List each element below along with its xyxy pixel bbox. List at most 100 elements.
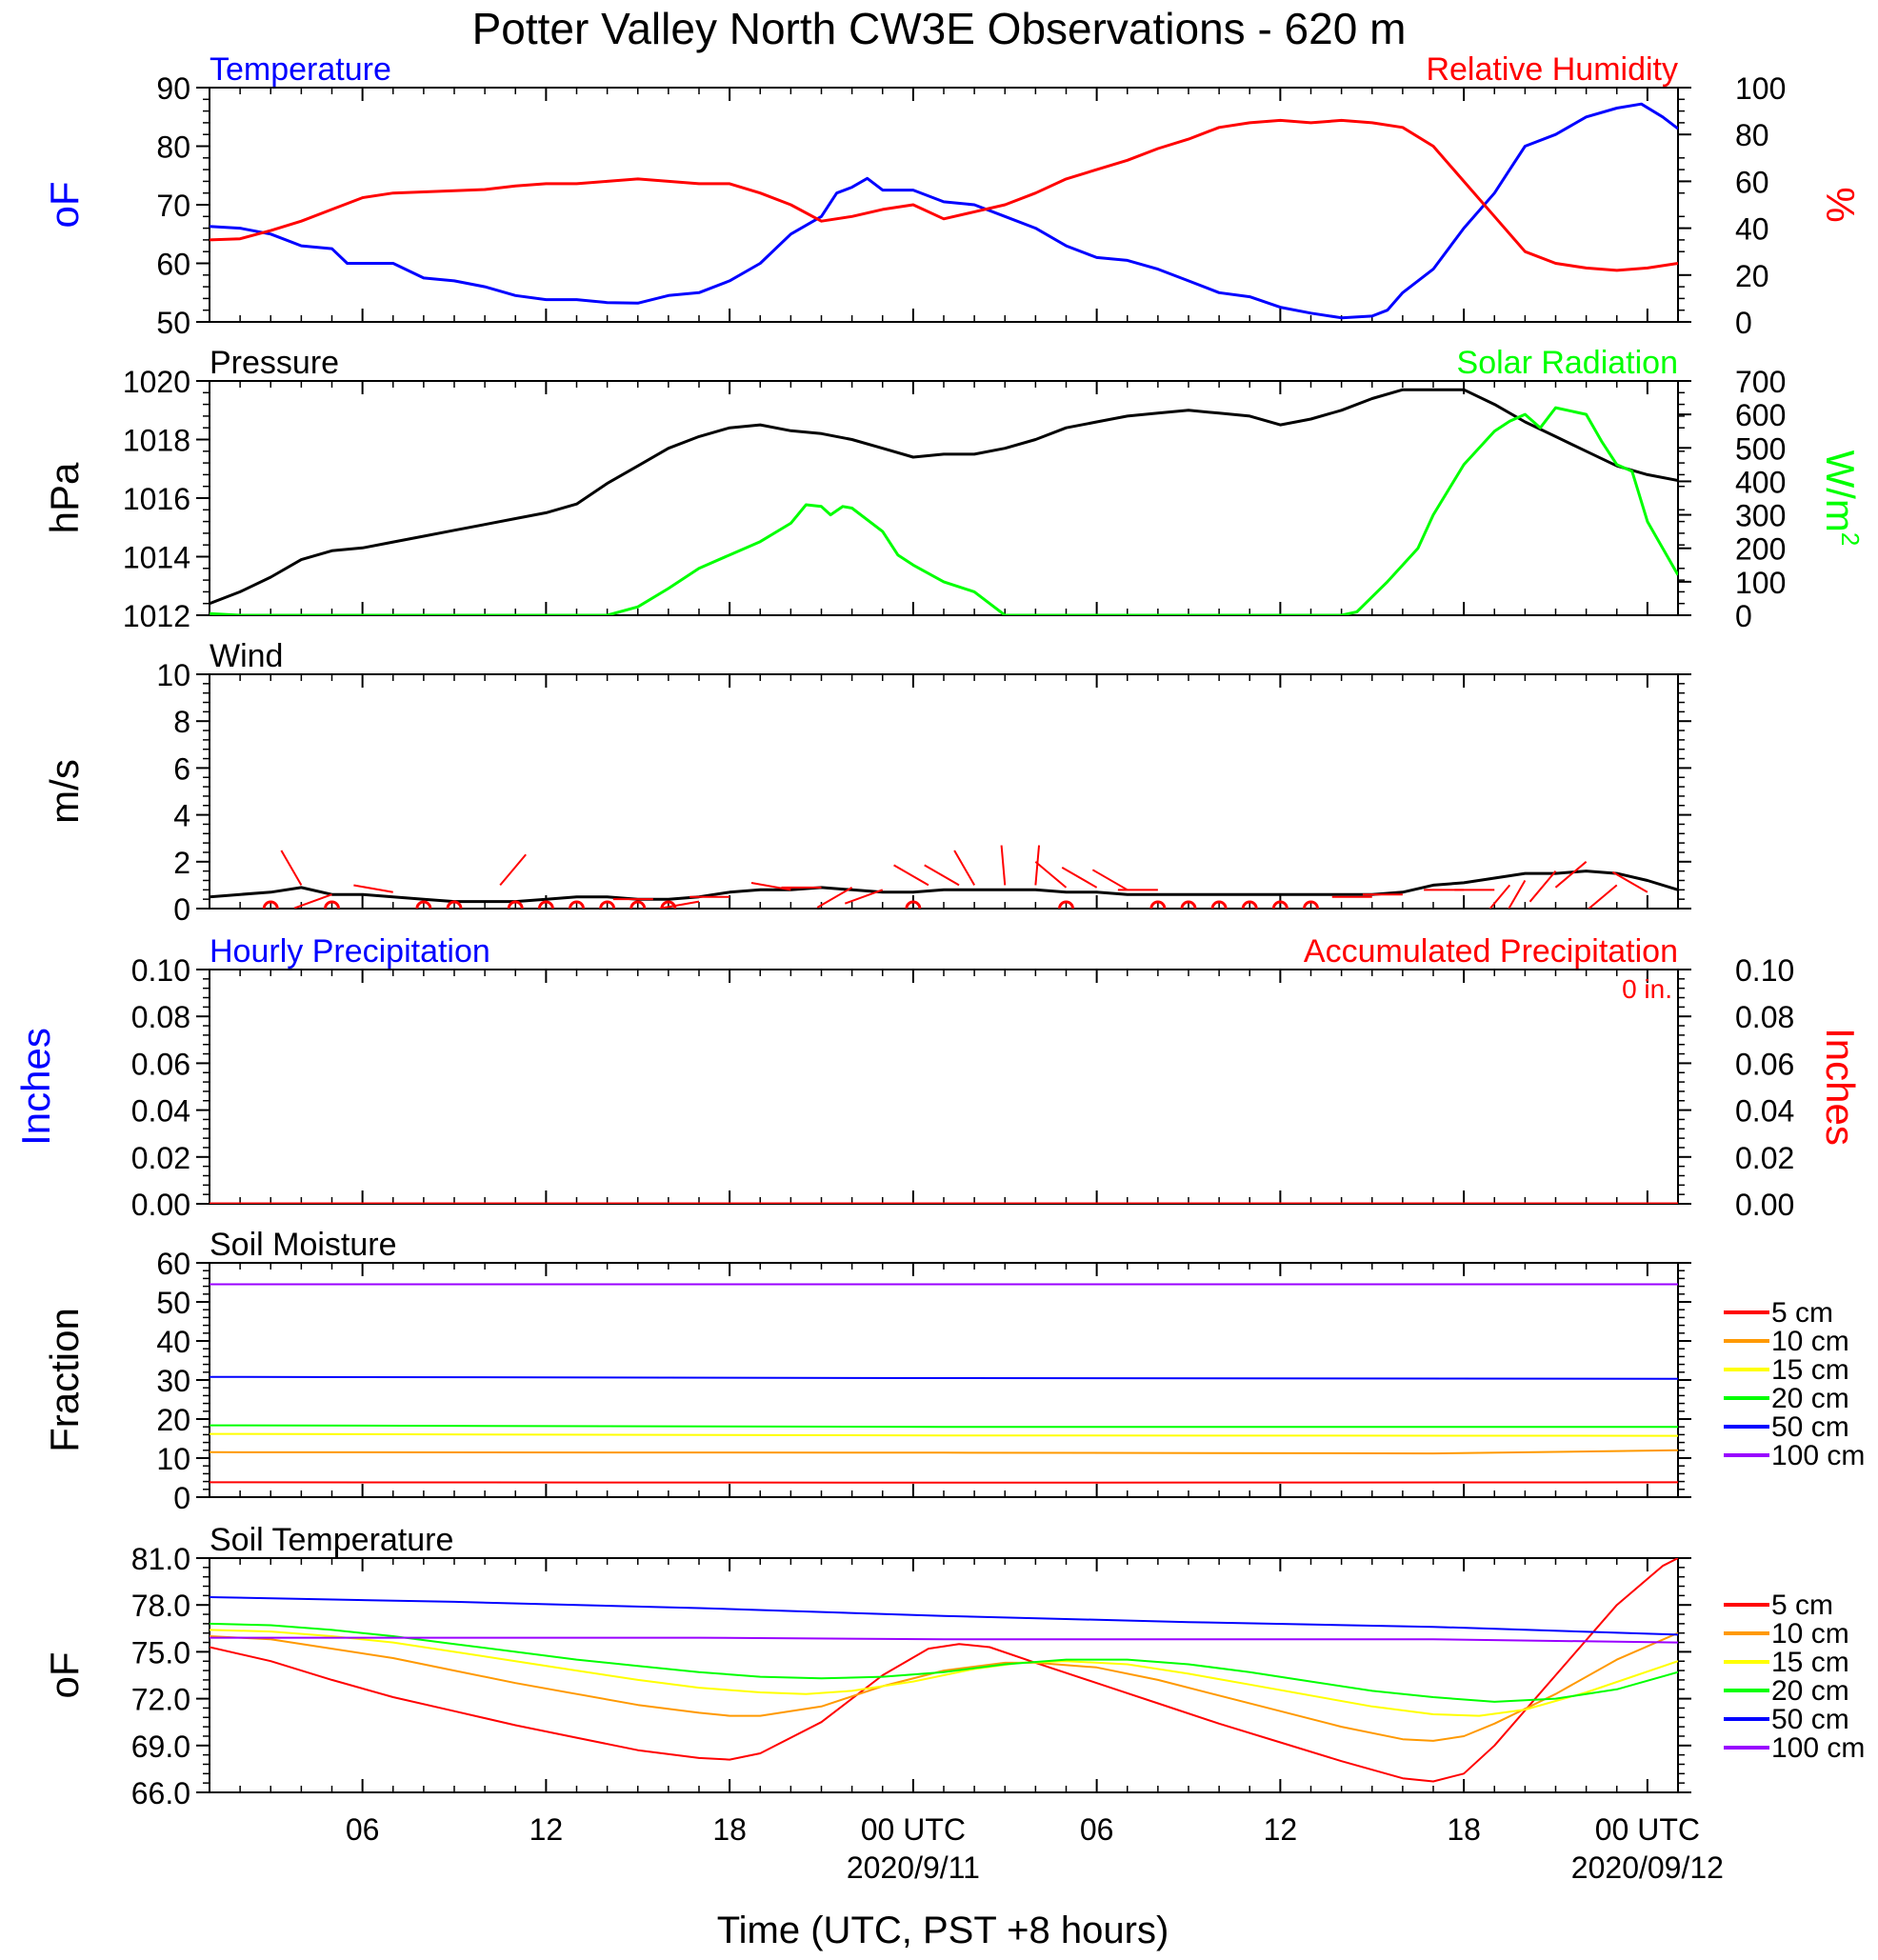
precip-panel: 0.00 0.02 0.04 0.06 0.08 0.10 0.00 0.02 0.04 0.06… [13, 933, 1863, 1222]
y-tick-label: 40 [1735, 212, 1769, 247]
y-axis-label-left: Inches [13, 1028, 58, 1146]
y-axis-label-right: % [1818, 187, 1863, 222]
y-tick-label: 400 [1735, 465, 1786, 499]
calm-wind-marker [1149, 900, 1167, 909]
y-ticks-left: 0 10 20 30 40 50 60 [156, 1247, 1691, 1515]
wind-barb [1488, 884, 1511, 909]
series-group [210, 845, 1678, 909]
series-line-pressure [210, 388, 1678, 606]
y-tick-label: 69.0 [131, 1730, 190, 1764]
y-tick-label: 60 [156, 248, 190, 282]
y-axis-label-left: hPa [42, 462, 87, 533]
figure-title: Potter Valley North CW3E Observations - … [472, 4, 1407, 53]
wind-barb [1612, 870, 1648, 893]
y-tick-label: 100 [1735, 566, 1786, 600]
y-tick-label: 40 [156, 1325, 190, 1359]
legend-label: 10 cm [1771, 1326, 1849, 1357]
y-tick-label: 1012 [123, 599, 190, 633]
calm-wind-marker [446, 900, 463, 909]
wind-barb [953, 850, 975, 886]
y-tick-label: 6 [173, 751, 190, 786]
series-line-temperature [210, 102, 1678, 320]
y-tick-label: 300 [1735, 499, 1786, 533]
legend-label: 15 cm [1771, 1354, 1849, 1386]
y-tick-label: 10 [156, 658, 190, 692]
y-axis-label-left: m/s [42, 759, 87, 824]
x-tick-label: 00 UTC [1595, 1812, 1700, 1847]
wind-panel: 0 2 4 6 8 10 Wind m/s [42, 638, 1691, 927]
wind-barb [659, 900, 700, 909]
y-tick-label: 50 [156, 306, 190, 340]
wind-barb [353, 884, 393, 893]
y-tick-label: 0.08 [1735, 1000, 1794, 1034]
x-ticks [239, 674, 1648, 909]
legend-label: 5 cm [1771, 1297, 1833, 1329]
y-tick-label: 60 [156, 1247, 190, 1281]
y-tick-label: 66.0 [131, 1776, 190, 1810]
y-tick-label: 1016 [123, 482, 190, 516]
series-group [210, 1283, 1678, 1484]
y-tick-label: 75.0 [131, 1635, 190, 1670]
calm-wind-marker [569, 900, 585, 909]
y-tick-label: 78.0 [131, 1589, 190, 1623]
panel-title-left: Hourly Precipitation [210, 933, 490, 970]
calm-wind-marker [1241, 900, 1258, 909]
calm-wind-marker [660, 900, 677, 909]
y-tick-label: 600 [1735, 398, 1786, 432]
y-tick-label: 500 [1735, 431, 1786, 466]
series-line-5-cm [210, 1558, 1678, 1783]
x-tick-label: 00 UTC [861, 1812, 966, 1847]
x-date-label: 2020/09/12 [1571, 1850, 1724, 1885]
y-tick-label: 0.02 [131, 1141, 190, 1175]
legend-label: 5 cm [1771, 1590, 1833, 1621]
y-tick-label: 200 [1735, 532, 1786, 567]
series-line-15-cm [210, 1432, 1678, 1437]
wind-barb [1528, 870, 1557, 903]
y-tick-label: 0.00 [1735, 1188, 1794, 1222]
y-tick-label: 2 [173, 846, 190, 880]
legend-label: 100 cm [1771, 1732, 1865, 1764]
y-tick-label: 0 [173, 892, 190, 927]
series-line-20-cm [210, 1424, 1678, 1429]
y-tick-label: 0.10 [131, 953, 190, 988]
wind-barb [293, 893, 332, 909]
series-group [210, 388, 1678, 615]
panel-title-right: Accumulated Precipitation [1304, 933, 1678, 970]
wind-barb [750, 882, 791, 891]
y-tick-label: 0.10 [1735, 953, 1794, 988]
y-axis-label-left: oF [42, 1651, 87, 1698]
calm-wind-marker [415, 900, 432, 909]
legend-label: 100 cm [1771, 1440, 1865, 1471]
y-axis-label-right: W/m2 [1818, 450, 1865, 547]
series-line-15-cm [210, 1629, 1678, 1717]
calm-wind-marker [629, 900, 647, 909]
series-group [210, 1558, 1678, 1783]
y-axis-label-right-text: % [1818, 187, 1863, 222]
x-tick-label: 06 [346, 1812, 380, 1847]
legend-label: 20 cm [1771, 1383, 1849, 1414]
temp-rh-panel: 50 60 70 80 90 0 20 40 60 80 100 Temperature Relativ… [42, 51, 1863, 340]
y-axis-label-right: Inches [1818, 1028, 1863, 1146]
calm-wind-marker [1303, 900, 1319, 909]
x-axis-label: Time (UTC, PST +8 hours) [717, 1910, 1169, 1951]
y-tick-label: 0.04 [131, 1094, 190, 1129]
accumulated-total: 0 in. [1622, 974, 1672, 1004]
series-line-50-cm [210, 1375, 1678, 1380]
y-axis-label-superscript: 2 [1836, 532, 1865, 546]
y-tick-label: 0.02 [1735, 1141, 1794, 1175]
series-group [210, 102, 1678, 320]
calm-wind-marker [507, 900, 524, 909]
legend-label: 50 cm [1771, 1704, 1849, 1735]
wind-barb [280, 850, 303, 886]
y-tick-label: 0.06 [131, 1047, 190, 1081]
wind-barb [1508, 879, 1527, 909]
y-tick-label: 8 [173, 705, 190, 739]
y-tick-label: 100 [1735, 71, 1786, 106]
y-tick-label: 70 [156, 189, 190, 223]
y-tick-label: 0.00 [131, 1188, 190, 1222]
